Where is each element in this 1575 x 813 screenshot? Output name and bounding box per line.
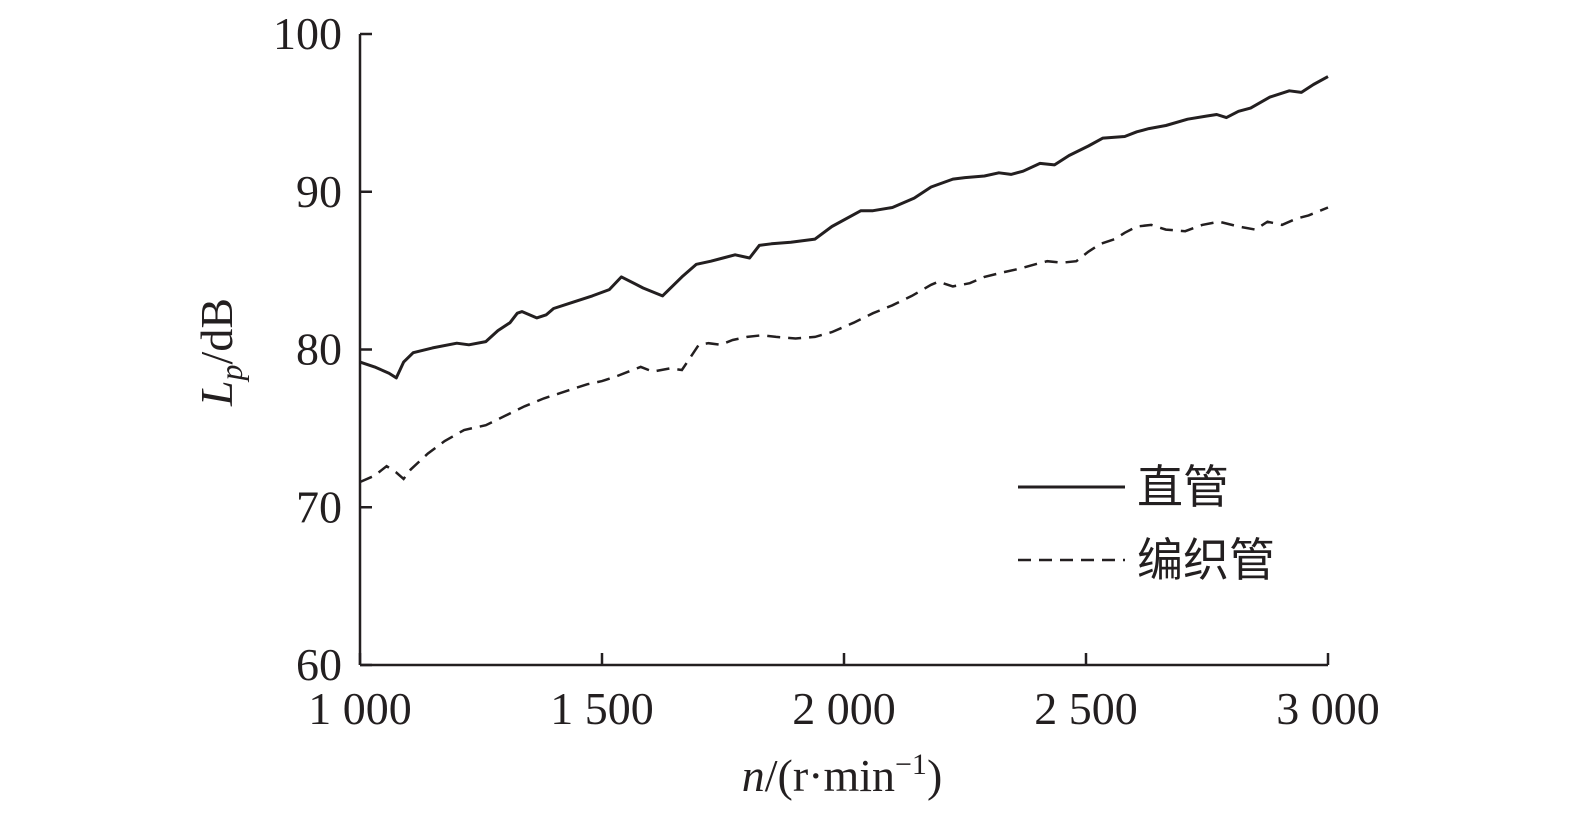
- y-axis-title-main: L: [191, 380, 242, 407]
- x-tick-label: 1 000: [308, 683, 412, 734]
- y-ticks: 60 70 80 90 100: [273, 8, 372, 690]
- legend-label-solid: 直管: [1137, 460, 1229, 514]
- legend-label-dashed: 编织管: [1137, 533, 1275, 587]
- x-tick-label: 3 000: [1276, 683, 1380, 734]
- y-tick-label: 70: [296, 481, 342, 532]
- series-line-braided-hose: [359, 206, 1329, 484]
- y-tick-label: 60: [296, 639, 342, 690]
- y-axis-title-sub: p: [213, 364, 249, 382]
- x-axis-title-sup: −1: [895, 748, 927, 781]
- y-tick-label: 80: [296, 324, 342, 375]
- x-axis-title: n/(r·min−1): [742, 748, 943, 801]
- x-tick-label: 2 000: [792, 683, 896, 734]
- series-line-straight-pipe: [359, 75, 1329, 380]
- x-ticks: 1 000 1 500 2 000 2 500 3 000: [308, 653, 1380, 734]
- y-tick-label: 100: [273, 8, 342, 59]
- x-tick-label: 2 500: [1034, 683, 1138, 734]
- legend: 直管 编织管: [1018, 460, 1275, 587]
- x-axis-title-close: ): [927, 750, 942, 801]
- y-axis-title-rest: /dB: [191, 298, 242, 364]
- x-tick-label: 1 500: [550, 683, 654, 734]
- x-axis-title-italic: n: [742, 750, 765, 801]
- x-axis-title-rest: /(r·min: [765, 750, 895, 801]
- y-axis-title: Lp/dB: [191, 298, 249, 407]
- y-tick-label: 90: [296, 166, 342, 217]
- series-layer: [359, 75, 1329, 484]
